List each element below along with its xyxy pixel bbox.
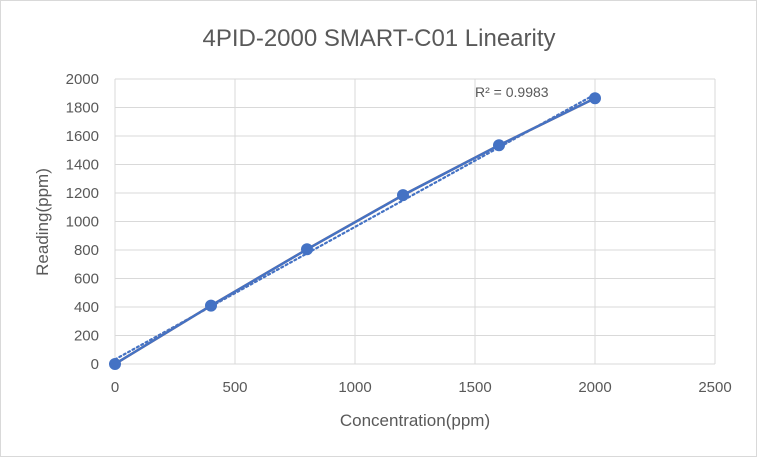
x-tick-label: 2000 <box>578 379 611 396</box>
grid-lines <box>114 78 716 365</box>
x-tick-label: 0 <box>111 379 119 396</box>
y-tick-label: 1800 <box>66 100 99 117</box>
data-point <box>397 189 409 202</box>
data-point <box>589 92 601 105</box>
data-point <box>109 358 121 370</box>
series-layer <box>109 92 601 370</box>
x-tick-label: 500 <box>222 379 247 396</box>
tick-labels: 0 200 400 600 800 1000 1200 1400 1600 1800 2000 0 50… <box>66 71 732 396</box>
x-tick-label: 2500 <box>698 379 731 396</box>
y-tick-label: 0 <box>91 356 99 373</box>
data-point <box>205 299 217 312</box>
r-squared-label: R² = 0.9983 <box>475 84 549 100</box>
y-tick-label: 1000 <box>66 214 99 231</box>
y-tick-label: 400 <box>74 299 99 316</box>
y-axis-label: Reading(ppm) <box>33 168 52 276</box>
data-point <box>301 243 313 256</box>
chart-title: 4PID-2000 SMART-C01 Linearity <box>202 25 555 52</box>
x-tick-label: 1000 <box>338 379 371 396</box>
y-tick-label: 800 <box>74 242 99 259</box>
series-line <box>114 97 596 366</box>
y-tick-label: 600 <box>74 271 99 288</box>
x-tick-label: 1500 <box>458 379 491 396</box>
y-tick-label: 1600 <box>66 128 99 145</box>
y-tick-label: 1200 <box>66 185 99 202</box>
data-point <box>493 139 505 152</box>
x-axis-label: Concentration(ppm) <box>340 411 490 430</box>
y-tick-label: 200 <box>74 328 99 345</box>
y-tick-label: 1400 <box>66 157 99 174</box>
y-tick-label: 2000 <box>66 71 99 88</box>
